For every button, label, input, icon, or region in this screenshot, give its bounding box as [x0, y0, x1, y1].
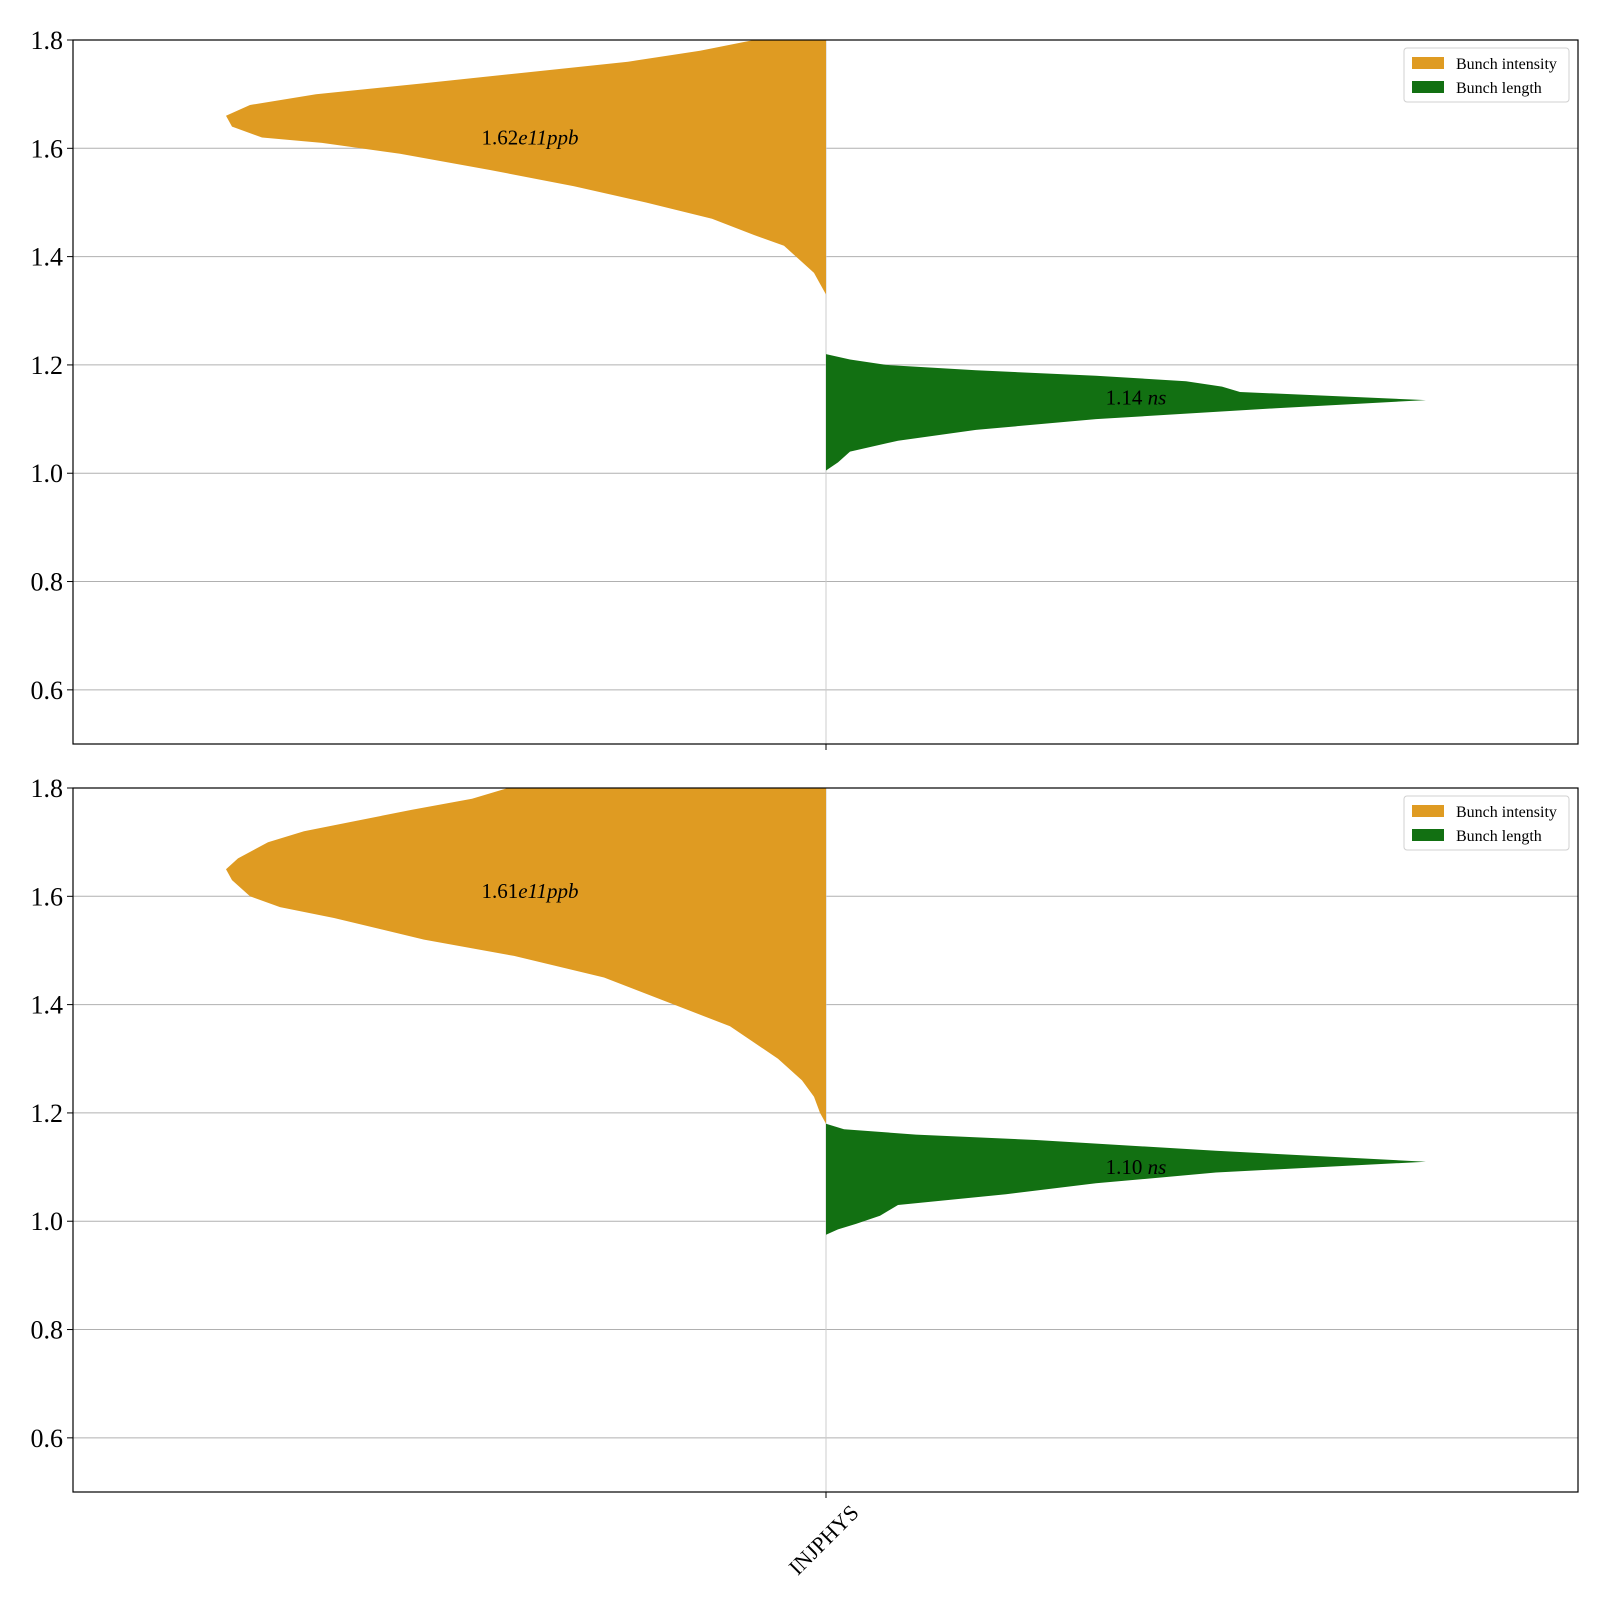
length-annotation: 1.10 ns — [1106, 1155, 1167, 1179]
y-tick-label: 1.0 — [31, 459, 64, 488]
violin-group — [226, 40, 1426, 471]
y-tick-label: 0.8 — [31, 568, 64, 597]
bottom-violin-panel: 0.6 0.8 1.0 1.2 1.4 1.6 1.8 1.61e11ppb 1.10 ns IN… — [31, 774, 1579, 1580]
annotation-unit: ns — [1148, 1155, 1167, 1179]
annotation-exponent: e11 — [518, 879, 547, 903]
y-tick-label: 1.6 — [31, 882, 64, 911]
y-tick-label: 1.8 — [31, 26, 64, 55]
annotation-number: 1.62 — [481, 125, 518, 149]
annotation-number: 1.61 — [481, 879, 518, 903]
intensity-annotation: 1.61e11ppb — [481, 879, 578, 903]
y-tick-label: 1.8 — [31, 774, 64, 803]
annotation-number: 1.14 — [1106, 385, 1143, 409]
legend-swatch-length — [1412, 829, 1444, 841]
annotation-unit: ppb — [545, 125, 579, 149]
bunch-intensity-violin — [226, 40, 826, 295]
legend: Bunch intensity Bunch length — [1403, 47, 1570, 103]
y-tick-label: 0.6 — [31, 1424, 64, 1453]
legend-entry-label: Bunch length — [1456, 828, 1542, 845]
legend: Bunch intensity Bunch length — [1403, 795, 1570, 851]
x-tick-label-injphys: INJPHYS — [784, 1500, 864, 1580]
violin-group — [226, 788, 1426, 1235]
y-tick-label: 1.0 — [31, 1207, 64, 1236]
legend-entry-label: Bunch intensity — [1456, 56, 1557, 73]
y-tick-label: 0.8 — [31, 1316, 64, 1345]
y-tick-label: 1.4 — [31, 243, 64, 272]
y-tick-label: 1.4 — [31, 991, 64, 1020]
legend-entry-label: Bunch intensity — [1456, 804, 1557, 821]
bunch-intensity-violin — [226, 788, 826, 1124]
intensity-annotation: 1.62e11ppb — [481, 125, 578, 149]
annotation-exponent: e11 — [518, 125, 547, 149]
annotation-unit: ppb — [545, 879, 579, 903]
legend-entry-label: Bunch length — [1456, 80, 1542, 97]
annotation-unit: ns — [1148, 385, 1167, 409]
length-annotation: 1.14 ns — [1106, 385, 1167, 409]
annotation-number: 1.10 — [1106, 1155, 1143, 1179]
bunch-length-violin — [826, 354, 1426, 471]
y-tick-label: 0.6 — [31, 676, 64, 705]
y-tick-label: 1.2 — [31, 351, 64, 380]
top-violin-panel: 0.6 0.8 1.0 1.2 1.4 1.6 1.8 1.62e11ppb 1.14 ns Bu… — [31, 26, 1579, 750]
legend-swatch-intensity — [1412, 805, 1444, 817]
legend-box — [1403, 795, 1570, 851]
y-tick-label: 1.6 — [31, 134, 64, 163]
legend-box — [1403, 47, 1570, 103]
bunch-length-violin — [826, 1123, 1426, 1235]
legend-swatch-length — [1412, 81, 1444, 93]
y-tick-label: 1.2 — [31, 1099, 64, 1128]
legend-swatch-intensity — [1412, 57, 1444, 69]
